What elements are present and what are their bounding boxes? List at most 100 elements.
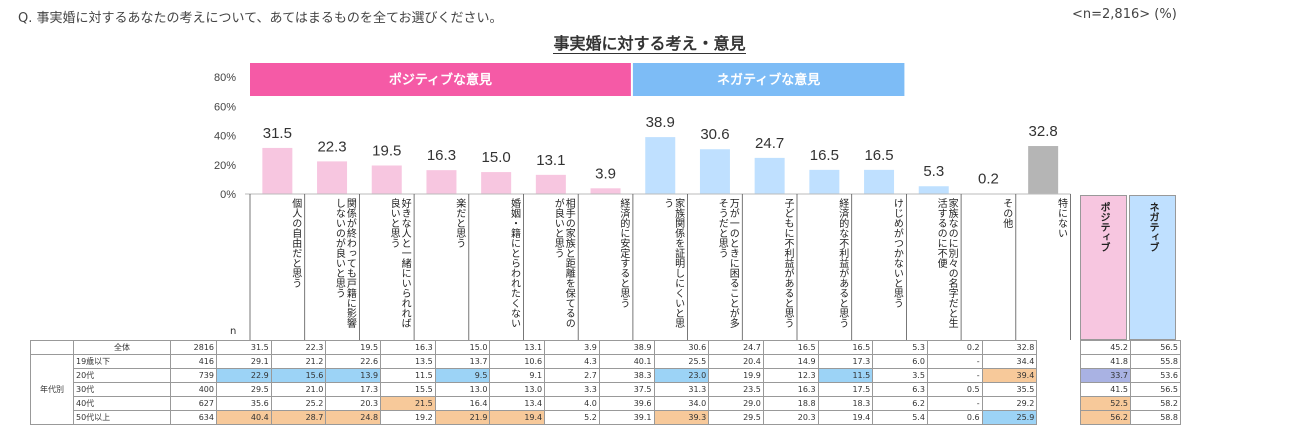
table-cell: 29.5: [708, 410, 764, 425]
table-cell: 15.6: [270, 368, 327, 383]
bar: [645, 137, 676, 194]
table-cell: 31.3: [653, 382, 710, 397]
bar: [809, 169, 840, 194]
summary-header: ネガティブ: [1129, 195, 1176, 340]
table-cell: -: [926, 396, 983, 411]
table-cell: 17.3: [817, 354, 874, 369]
data-label: 3.9: [595, 165, 616, 182]
table-cell: 25.9: [981, 410, 1038, 425]
data-label: 13.1: [536, 152, 565, 169]
row-label: 50代以上: [73, 410, 171, 425]
summary-cell: 58.2: [1130, 396, 1181, 411]
table-cell: 12.3: [762, 368, 819, 383]
data-label: 32.8: [1029, 123, 1058, 140]
table-cell: 35.6: [216, 396, 272, 411]
table-cell: 18.8: [762, 396, 819, 411]
group-header-label: ポジティブな意見: [389, 72, 492, 88]
table-cell: 23.5: [708, 382, 764, 397]
data-label: 22.3: [317, 138, 346, 155]
row-n: 627: [170, 396, 217, 411]
bar: [481, 172, 512, 194]
data-label: 16.5: [810, 147, 839, 164]
y-tick-label: 0%: [220, 189, 236, 201]
row-n: 416: [170, 354, 217, 369]
data-label: 15.0: [482, 149, 511, 166]
table-cell: 16.3: [380, 340, 436, 355]
sample-size: <n=2,816> (%): [1072, 7, 1177, 22]
table-cell: 34.4: [981, 354, 1038, 369]
row-group-label: [30, 340, 74, 355]
table-cell: 6.3: [872, 382, 928, 397]
table-row: 30代 400 29.5 21.0 17.3 15.5 13.0 13.0 3.3 37.5 31.…: [31, 382, 1038, 397]
table-row: 50代以上 634 40.4 28.7 24.8 19.2 21.9 19.4 5.2 39.1 3…: [31, 410, 1038, 425]
bar: [864, 169, 895, 194]
summary-cell: 52.5: [1080, 396, 1131, 411]
table-cell: 15.0: [434, 340, 491, 355]
category-label: 個人の自由だと思う: [289, 198, 301, 288]
bar: [371, 165, 402, 194]
table-cell: 14.9: [762, 354, 819, 369]
table-cell: 39.1: [598, 410, 655, 425]
bar: [535, 174, 566, 194]
table-cell: 5.2: [544, 410, 600, 425]
table-cell: 39.4: [981, 368, 1038, 383]
table-cell: 3.5: [872, 368, 928, 383]
table-cell: 6.0: [872, 354, 928, 369]
summary-cell: 45.2: [1080, 340, 1131, 355]
data-label: 19.5: [372, 142, 401, 159]
category-label: 婚姻・籍にとらわれたくない: [508, 198, 520, 328]
summary-cell: 56.5: [1130, 340, 1181, 355]
summary-cell: 53.6: [1130, 368, 1181, 383]
table-cell: 5.4: [872, 410, 928, 425]
table-cell: 6.2: [872, 396, 928, 411]
n-column-label: n: [230, 326, 237, 337]
category-label: 特にない: [1055, 198, 1067, 238]
table-cell: 29.0: [708, 396, 764, 411]
table-cell: 10.6: [489, 354, 546, 369]
row-n: 634: [170, 410, 217, 425]
y-tick-label: 60%: [214, 101, 236, 113]
table-cell: 29.2: [981, 396, 1038, 411]
table-cell: 40.1: [598, 354, 655, 369]
table-cell: 21.2: [270, 354, 327, 369]
table-cell: 13.4: [489, 396, 546, 411]
summary-cell: 41.5: [1080, 382, 1131, 397]
table-cell: 18.3: [817, 396, 874, 411]
table-cell: 24.7: [708, 340, 764, 355]
bar: [918, 186, 949, 194]
table-cell: 28.7: [270, 410, 327, 425]
breakdown-table: 全体 2816 31.5 22.3 19.5 16.3 15.0 13.1 3.9 38.9 30.…: [30, 340, 1038, 425]
data-label: 30.6: [700, 126, 729, 143]
table-cell: 20.3: [325, 396, 382, 411]
table-cell: 16.5: [817, 340, 874, 355]
summary-row: 56.2 58.8: [1080, 410, 1181, 425]
summary-row: 45.2 56.5: [1080, 340, 1181, 355]
row-group-label: 年代別: [30, 354, 74, 425]
table-cell: 19.2: [380, 410, 436, 425]
summary-cell: 58.8: [1130, 410, 1181, 425]
question-text: Q. 事実婚に対するあなたの考えについて、あてはまるものを全てお選びください。: [18, 11, 503, 26]
category-label: 経済的に安定すると思う: [617, 198, 629, 308]
table-cell: 13.9: [325, 368, 382, 383]
group-header-bar: [632, 63, 905, 96]
row-label: 全体: [73, 340, 171, 355]
table-cell: 13.0: [434, 382, 491, 397]
table-cell: 4.0: [544, 396, 600, 411]
table-cell: 0.5: [926, 382, 983, 397]
category-label: 相手の家族と距離を保てるのが良いと思う: [552, 198, 575, 328]
table-cell: 21.5: [380, 396, 436, 411]
table-cell: 4.3: [544, 354, 600, 369]
table-cell: 15.5: [380, 382, 436, 397]
table-cell: 13.5: [380, 354, 436, 369]
category-label: 子どもに不利益があると思う: [781, 198, 793, 328]
table-cell: -: [926, 354, 983, 369]
table-row: 40代 627 35.6 25.2 20.3 21.5 16.4 13.4 4.0 39.6 34.…: [31, 396, 1038, 411]
summary-header: ポジティブ: [1080, 195, 1127, 340]
y-tick-label: 40%: [214, 131, 236, 143]
table-cell: 13.1: [489, 340, 546, 355]
data-label: 16.3: [427, 147, 456, 164]
row-label: 19歳以下: [73, 354, 171, 369]
bar: [262, 147, 293, 194]
table-cell: 38.9: [598, 340, 655, 355]
table-cell: -: [926, 368, 983, 383]
